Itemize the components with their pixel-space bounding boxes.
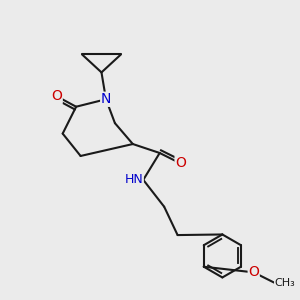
- Text: HN: HN: [124, 173, 143, 186]
- Text: CH₃: CH₃: [274, 278, 296, 288]
- Text: O: O: [248, 266, 259, 279]
- Text: O: O: [175, 156, 186, 170]
- Text: N: N: [101, 92, 111, 106]
- Text: O: O: [51, 89, 62, 103]
